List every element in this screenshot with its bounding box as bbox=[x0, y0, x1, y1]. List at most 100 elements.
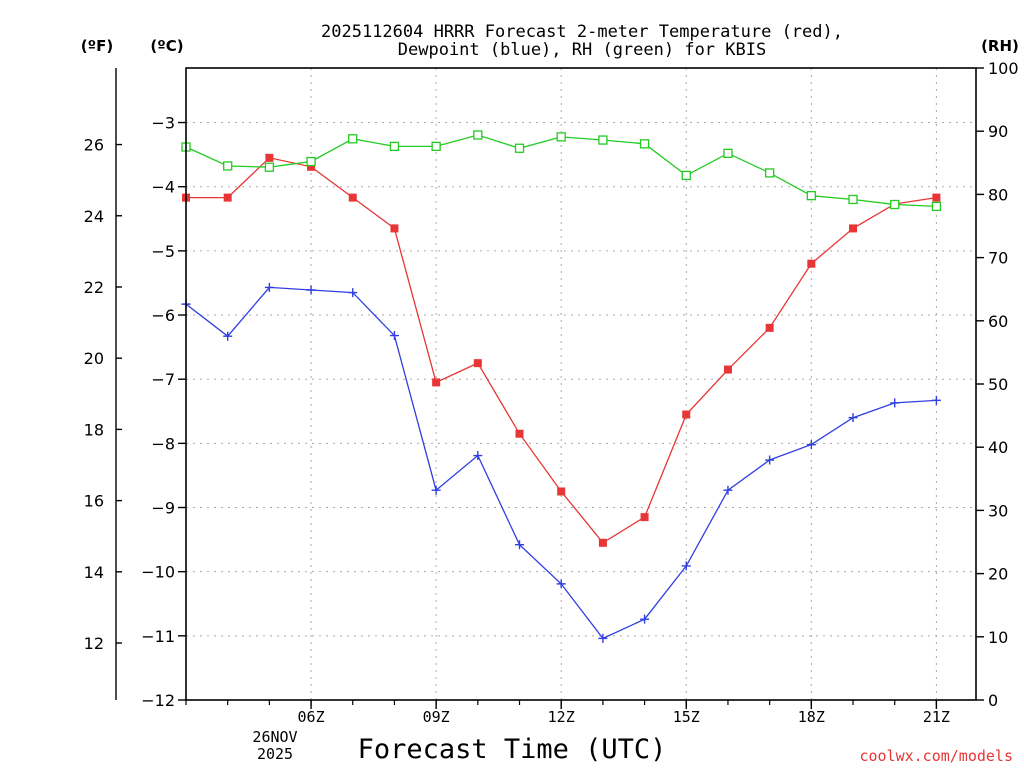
dewpoint-point bbox=[931, 395, 941, 405]
fahrenheit-tick-label: 12 bbox=[84, 634, 104, 653]
celsius-tick-label: −6 bbox=[151, 306, 175, 325]
temperature-point bbox=[390, 224, 399, 233]
rh-point bbox=[723, 148, 733, 158]
credit-text: coolwx.com/models bbox=[859, 747, 1013, 765]
fahrenheit-tick-label: 16 bbox=[84, 492, 104, 511]
temperature-point bbox=[765, 323, 774, 332]
x-tick-label: 18Z bbox=[798, 708, 825, 726]
dewpoint-point bbox=[848, 413, 858, 423]
rh-point bbox=[514, 143, 525, 153]
celsius-tick-label: −3 bbox=[151, 114, 175, 133]
temperature-point bbox=[598, 538, 607, 547]
rh-point bbox=[598, 135, 608, 145]
fahrenheit-tick-label: 14 bbox=[84, 563, 104, 582]
temperature-point bbox=[515, 429, 524, 438]
rh-point bbox=[306, 156, 316, 167]
dewpoint-point bbox=[431, 485, 441, 495]
unit-label-celsius: (ºC) bbox=[150, 37, 183, 55]
dewpoint-point bbox=[515, 540, 525, 550]
rh-point bbox=[389, 141, 400, 152]
celsius-tick-label: −5 bbox=[151, 242, 175, 261]
temperature-point bbox=[557, 487, 566, 496]
rh-tick-label: 30 bbox=[988, 501, 1008, 520]
dewpoint-point bbox=[264, 282, 274, 292]
fahrenheit-tick-label: 20 bbox=[84, 349, 104, 368]
temperature-point bbox=[473, 359, 482, 368]
axes-layer: −3 −4 −5 −6 −7 −8 −9 −10 −11 −12 12 14 16 18 20 22 24 26 0… bbox=[84, 59, 1019, 726]
dewpoint-point bbox=[556, 579, 566, 589]
rh-tick-label: 40 bbox=[988, 438, 1008, 457]
fahrenheit-tick-label: 26 bbox=[84, 136, 104, 155]
chart-title-line1: 2025112604 HRRR Forecast 2-meter Tempera… bbox=[321, 22, 843, 42]
rh-point bbox=[848, 194, 858, 205]
chart-title-line2: Dewpoint (blue), RH (green) for KBIS bbox=[398, 40, 766, 60]
dewpoint-point bbox=[723, 485, 733, 495]
rh-point bbox=[890, 199, 900, 210]
temperature-point bbox=[807, 259, 816, 268]
celsius-tick-label: −10 bbox=[141, 563, 175, 582]
series-layer bbox=[181, 130, 942, 643]
temperature-point bbox=[932, 193, 941, 202]
rh-tick-label: 10 bbox=[988, 628, 1008, 647]
temperature-point bbox=[723, 365, 732, 374]
rh-point bbox=[764, 168, 775, 178]
dewpoint-point bbox=[765, 455, 775, 465]
date-label-line1: 26NOV bbox=[252, 728, 297, 746]
celsius-tick-label: −4 bbox=[151, 178, 175, 197]
rh-tick-label: 80 bbox=[988, 185, 1008, 204]
temperature-point bbox=[682, 410, 691, 419]
dewpoint-point bbox=[473, 451, 483, 461]
rh-point bbox=[431, 141, 441, 152]
rh-point bbox=[264, 162, 275, 172]
rh-point bbox=[681, 170, 691, 181]
dewpoint-point bbox=[598, 633, 608, 643]
rh-tick-label: 20 bbox=[988, 565, 1008, 584]
date-label-line2: 2025 bbox=[257, 745, 293, 763]
unit-label-rh: (RH) bbox=[981, 37, 1019, 55]
temperature-point bbox=[432, 378, 441, 387]
rh-point bbox=[806, 191, 816, 201]
x-axis-title: Forecast Time (UTC) bbox=[358, 734, 667, 765]
fahrenheit-tick-label: 24 bbox=[84, 207, 104, 226]
rh-tick-label: 60 bbox=[988, 312, 1008, 331]
celsius-tick-label: −7 bbox=[151, 370, 175, 389]
temperature-point bbox=[307, 162, 316, 171]
dewpoint-point bbox=[681, 561, 691, 571]
rh-point bbox=[473, 130, 483, 140]
rh-point bbox=[556, 132, 566, 142]
x-tick-label: 06Z bbox=[298, 708, 325, 726]
rh-tick-label: 70 bbox=[988, 249, 1008, 268]
temperature-point bbox=[223, 193, 232, 202]
rh-point bbox=[348, 134, 358, 144]
fahrenheit-tick-label: 22 bbox=[84, 278, 104, 297]
rh-point bbox=[931, 201, 942, 212]
fahrenheit-tick-label: 18 bbox=[84, 420, 104, 439]
temperature-point bbox=[348, 193, 357, 202]
rh-tick-label: 50 bbox=[988, 375, 1008, 394]
rh-point bbox=[223, 161, 233, 171]
temperature-point bbox=[849, 224, 858, 233]
dewpoint-point bbox=[806, 440, 816, 450]
dewpoint-point bbox=[389, 331, 399, 341]
celsius-tick-label: −11 bbox=[141, 627, 175, 646]
unit-label-fahrenheit: (ºF) bbox=[81, 37, 113, 55]
dewpoint-point bbox=[223, 331, 233, 341]
celsius-tick-label: −9 bbox=[151, 499, 175, 518]
rh-tick-label: 90 bbox=[988, 122, 1008, 141]
dewpoint-point bbox=[890, 398, 900, 408]
dewpoint-point bbox=[306, 285, 316, 295]
x-tick-label: 12Z bbox=[548, 708, 575, 726]
temperature-point bbox=[265, 153, 274, 162]
dewpoint-point bbox=[640, 614, 650, 624]
celsius-tick-label: −8 bbox=[151, 434, 175, 453]
x-tick-label: 09Z bbox=[423, 708, 450, 726]
temperature-point bbox=[640, 513, 649, 522]
x-tick-label: 21Z bbox=[923, 708, 950, 726]
rh-tick-label: 0 bbox=[988, 691, 998, 710]
celsius-tick-label: −12 bbox=[141, 691, 175, 710]
x-tick-label: 15Z bbox=[673, 708, 700, 726]
dewpoint-point bbox=[348, 288, 358, 298]
rh-point bbox=[639, 139, 650, 149]
